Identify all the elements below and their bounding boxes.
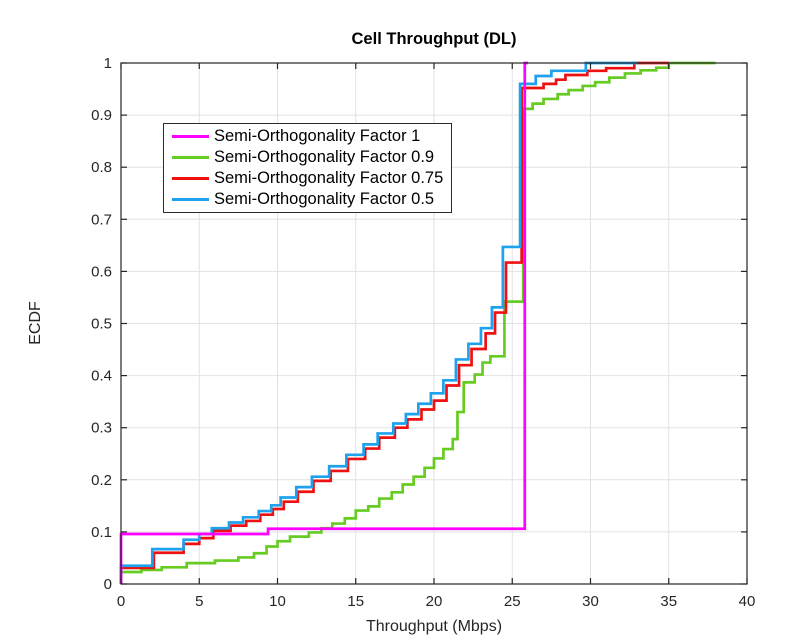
legend-line-swatch [172, 197, 209, 202]
y-tick-label: 0 [104, 576, 112, 593]
legend-label: Semi-Orthogonality Factor 0.5 [214, 190, 435, 208]
legend-line-swatch [172, 176, 209, 181]
chart-title: Cell Throughput (DL) [352, 30, 517, 48]
y-tick-label: 0.2 [91, 472, 112, 489]
legend-line-swatch [172, 134, 209, 139]
legend-item: Semi-Orthogonality Factor 1 [164, 126, 451, 147]
tick-labels: 0 5 10 15 20 25 30 35 40 0 0.1 0.2 0.3 0.4 0.5 0.6 0.7 0.… [91, 55, 755, 610]
x-tick-label: 15 [347, 593, 364, 610]
ecdf-line-factor-0.5 [119, 61, 638, 584]
x-tick-label: 20 [426, 593, 443, 610]
y-tick-label: 0.3 [91, 420, 112, 437]
x-tick-label: 40 [739, 593, 756, 610]
legend-line-swatch [172, 155, 209, 160]
x-tick-label: 35 [660, 593, 677, 610]
x-axis-label: Throughput (Mbps) [366, 618, 502, 635]
y-tick-label: 0.9 [91, 107, 112, 124]
x-tick-label: 5 [195, 593, 203, 610]
y-tick-label: 0.6 [91, 263, 112, 280]
y-axis-label: ECDF [27, 301, 44, 345]
y-tick-label: 1 [104, 55, 112, 72]
axis-ticks [120, 62, 748, 585]
legend-item: Semi-Orthogonality Factor 0.5 [164, 189, 451, 210]
legend-item: Semi-Orthogonality Factor 0.9 [164, 147, 451, 168]
x-tick-label: 0 [117, 593, 125, 610]
y-tick-label: 0.5 [91, 316, 112, 333]
y-tick-label: 0.7 [91, 211, 112, 228]
x-tick-label: 10 [269, 593, 286, 610]
legend-label: Semi-Orthogonality Factor 0.9 [214, 148, 435, 166]
x-tick-label: 30 [582, 593, 599, 610]
legend-item: Semi-Orthogonality Factor 0.75 [164, 168, 451, 189]
legend-label: Semi-Orthogonality Factor 0.75 [214, 169, 444, 187]
ecdf-line-factor-0.75 [119, 61, 669, 584]
y-tick-label: 0.1 [91, 524, 112, 541]
legend: Semi-Orthogonality Factor 1 Semi-Orthogon… [163, 123, 452, 213]
y-tick-label: 0.8 [91, 159, 112, 176]
y-tick-label: 0.4 [91, 368, 112, 385]
ecdf-line-factor-0.9 [119, 61, 716, 584]
legend-label: Semi-Orthogonality Factor 1 [214, 127, 421, 145]
x-tick-label: 25 [504, 593, 521, 610]
